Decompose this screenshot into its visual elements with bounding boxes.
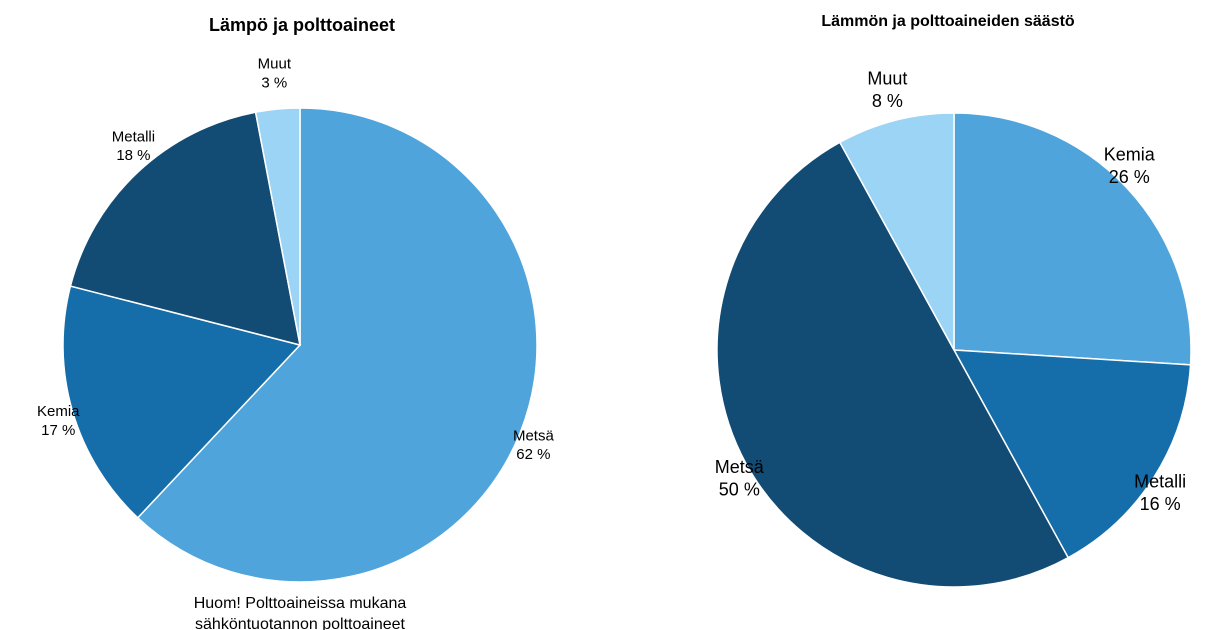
pie-slice bbox=[62, 285, 302, 519]
pie-slice bbox=[69, 111, 301, 347]
annotation: Huom! Polttoaineissa mukana bbox=[194, 595, 407, 612]
slice-value: 18 % bbox=[116, 147, 150, 164]
chart-title: Lämmön ja polttoaineiden säästö bbox=[821, 13, 1075, 30]
chart-title: Lämpö ja polttoaineet bbox=[209, 15, 395, 35]
pie-slice bbox=[953, 112, 1192, 366]
pie-slice bbox=[838, 112, 955, 351]
slice-value: 8 % bbox=[872, 91, 903, 111]
slice-value: 16 % bbox=[1140, 494, 1181, 514]
slice-label: Muut bbox=[258, 56, 292, 73]
pie-slice bbox=[716, 141, 1070, 588]
slice-label: Kemia bbox=[1104, 145, 1156, 165]
slice-label: Metalli bbox=[1134, 471, 1186, 491]
annotation: sähköntuotannon polttoaineet bbox=[195, 616, 406, 630]
slice-value: 17 % bbox=[41, 422, 75, 439]
slice-value: 3 % bbox=[261, 74, 287, 91]
pie-slice bbox=[254, 107, 301, 346]
pie-slice bbox=[952, 349, 1192, 559]
slice-label: Muut bbox=[867, 69, 907, 89]
slice-value: 62 % bbox=[516, 446, 550, 463]
slice-label: Metsä bbox=[513, 427, 555, 444]
slice-label: Kemia bbox=[37, 403, 80, 420]
pie-slice bbox=[136, 107, 538, 583]
slice-label: Metalli bbox=[112, 128, 155, 145]
slice-value: 50 % bbox=[719, 479, 760, 499]
slice-label: Metsä bbox=[715, 457, 765, 477]
slice-value: 26 % bbox=[1109, 167, 1150, 187]
